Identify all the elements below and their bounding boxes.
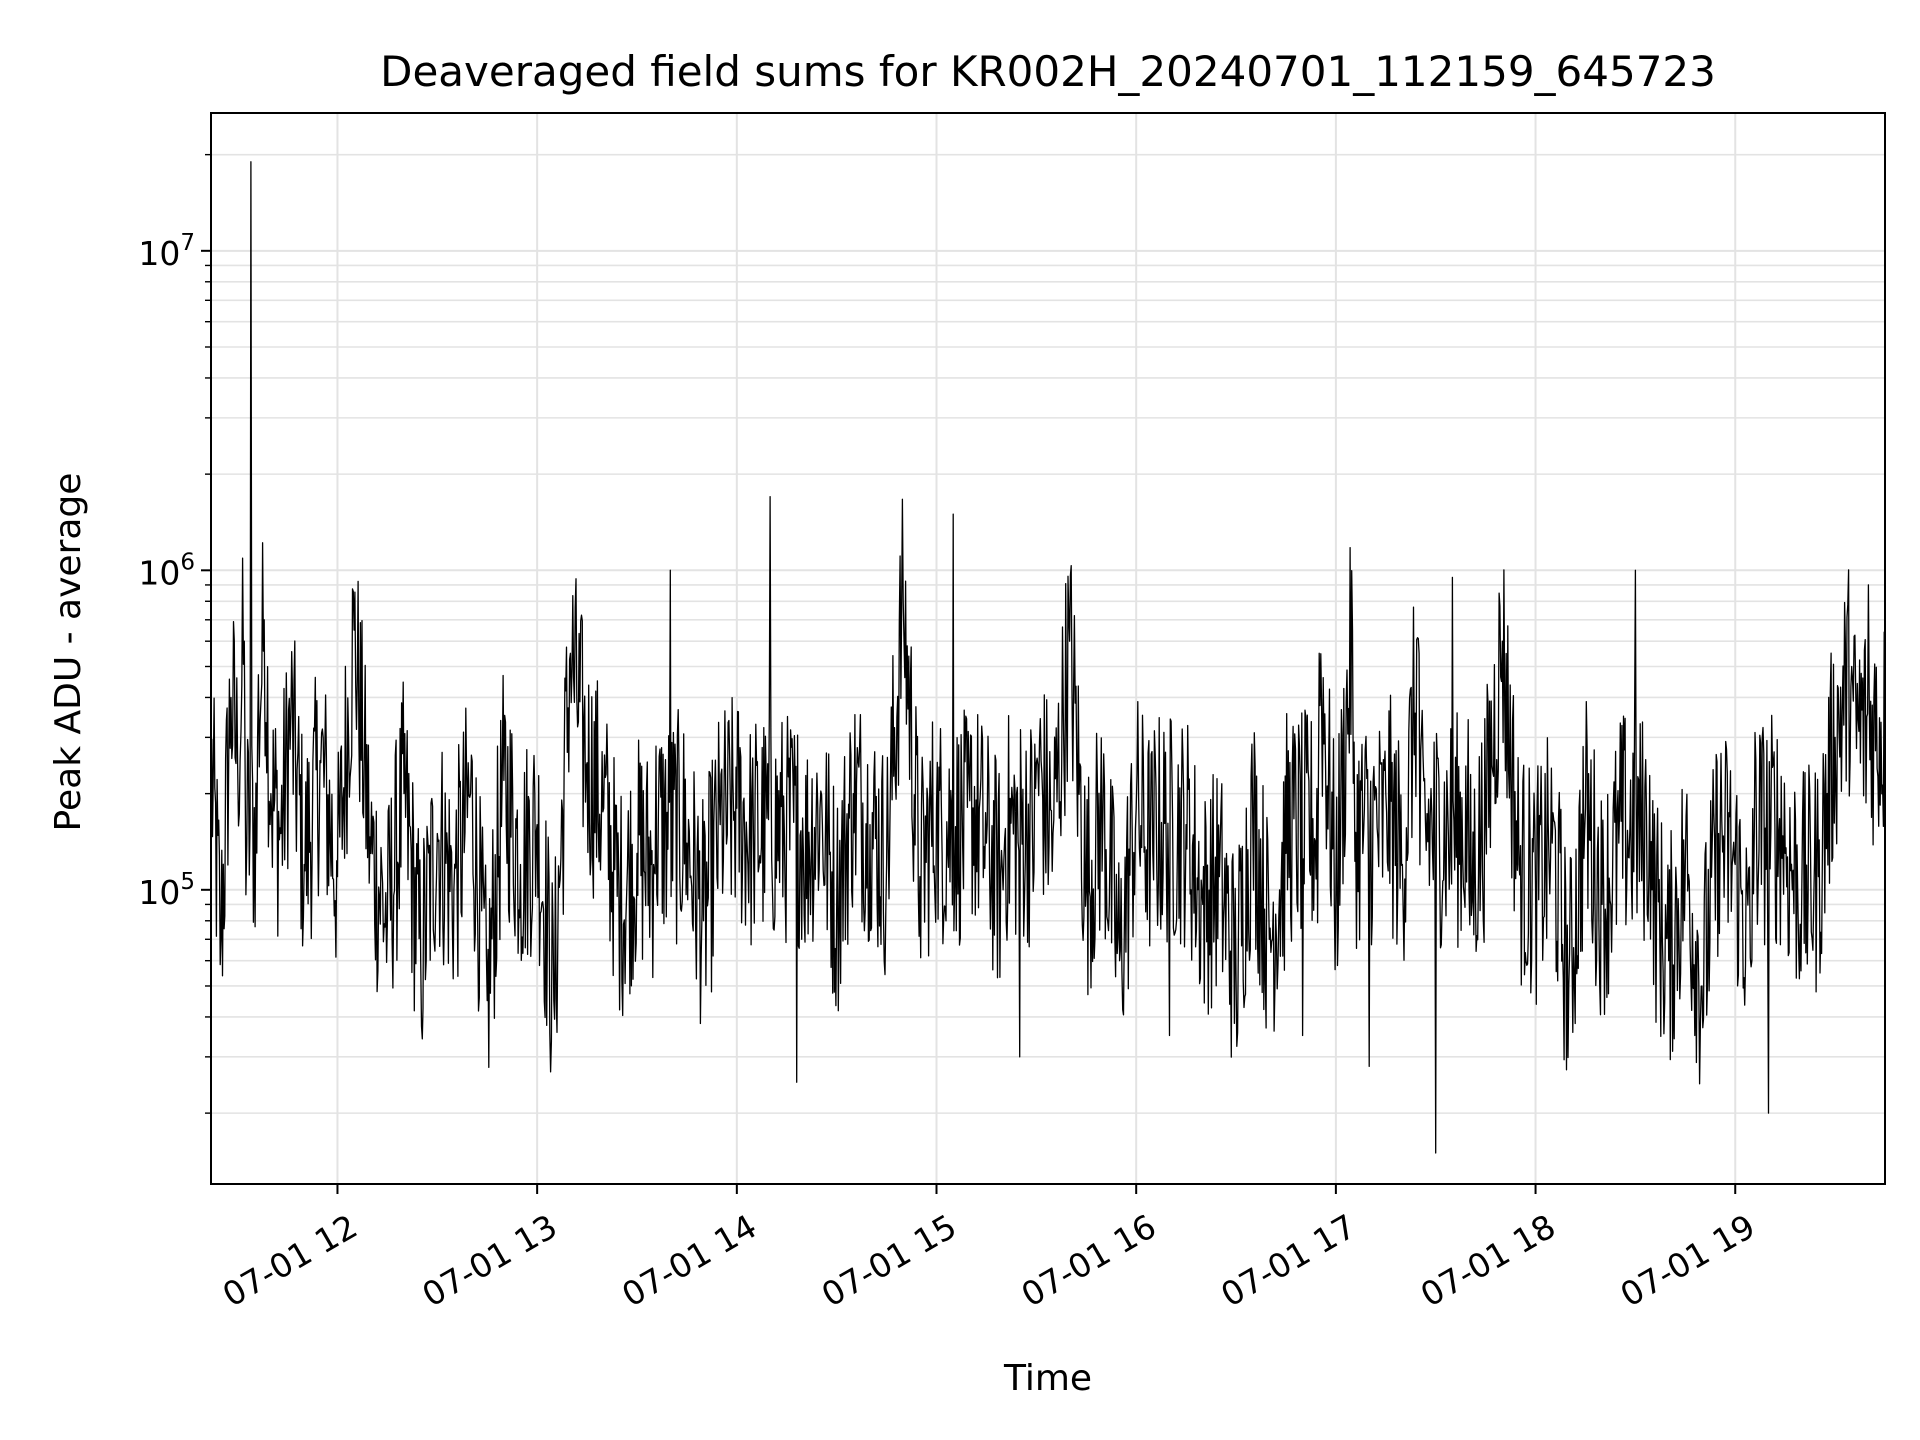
y-tick-exponent: 7	[180, 230, 195, 256]
y-tick-base: 10	[138, 553, 180, 592]
x-axis-label: Time	[1003, 1358, 1092, 1399]
y-tick-label: 105	[138, 869, 195, 912]
y-tick-label: 107	[138, 230, 195, 273]
y-axis-label: Peak ADU - average	[48, 473, 89, 832]
y-tick-label: 106	[138, 549, 195, 592]
tick-marks	[201, 153, 1737, 1194]
series-group	[210, 161, 1886, 1154]
y-tick-base: 10	[138, 873, 180, 912]
y-tick-exponent: 5	[180, 869, 195, 895]
y-tick-base: 10	[138, 234, 180, 273]
y-tick-exponent: 6	[180, 549, 195, 575]
plot-frame	[210, 112, 1886, 1185]
chart-title: Deaveraged field sums for KR002H_2024070…	[380, 47, 1716, 96]
series-line	[210, 161, 1886, 1154]
